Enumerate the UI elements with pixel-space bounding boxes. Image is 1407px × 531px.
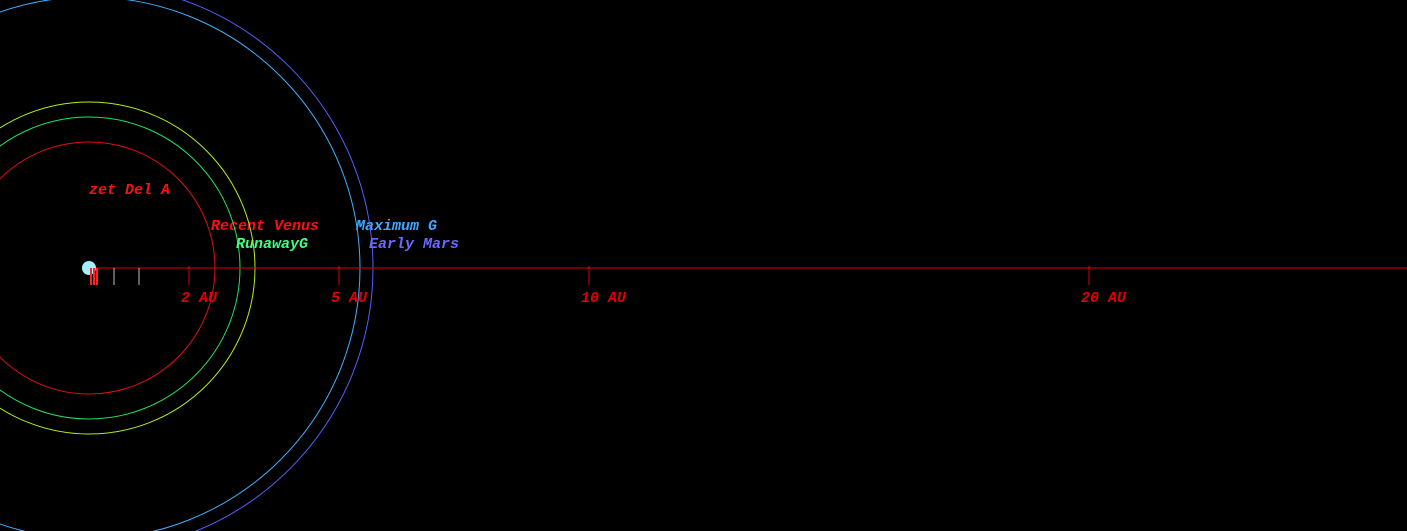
star — [82, 261, 96, 275]
star-name: zet Del A — [89, 182, 170, 199]
tick-label: 5 AU — [331, 290, 368, 307]
zone-label: Recent Venus — [211, 218, 319, 235]
zone-label: RunawayG — [236, 236, 308, 253]
tick-label: 10 AU — [581, 290, 627, 307]
tick-label: 2 AU — [181, 290, 218, 307]
zone-label: Maximum G — [355, 218, 437, 235]
zone-label: Early Mars — [369, 236, 459, 253]
tick-label: 20 AU — [1081, 290, 1127, 307]
